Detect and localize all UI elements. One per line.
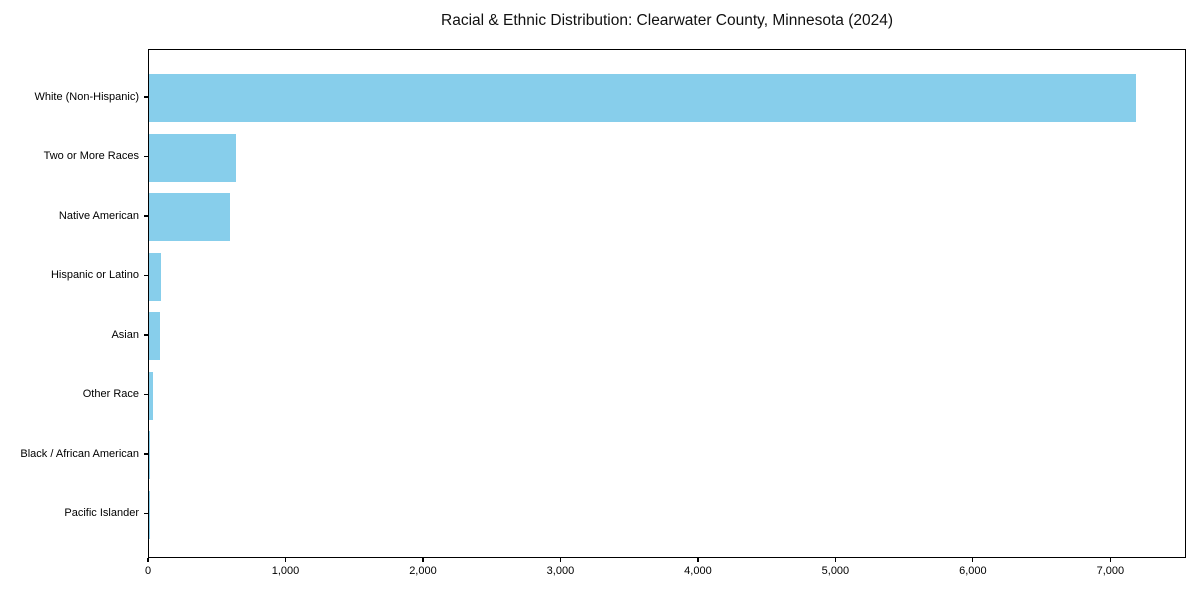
- y-tick-label-native-american: Native American: [58, 209, 139, 222]
- x-tick-label-4000: 4,000: [684, 565, 712, 577]
- y-tick-mark: [144, 334, 148, 336]
- bar-black-african-american: [149, 431, 150, 479]
- x-tick-mark: [284, 558, 287, 562]
- y-tick-label-other-race: Other Race: [82, 388, 139, 400]
- x-tick-mark: [1109, 558, 1111, 562]
- x-tick-label-7000: 7,000: [1096, 565, 1125, 577]
- y-tick-label-asian: Asian: [111, 328, 139, 341]
- y-tick-mark: [144, 155, 148, 158]
- x-tick-label-5000: 5,000: [821, 565, 850, 577]
- y-tick-mark: [144, 96, 148, 98]
- bar-two-or-more-races: [149, 133, 236, 182]
- x-tick-mark: [697, 558, 699, 562]
- y-tick-label-hispanic-or-latino: Hispanic or Latino: [50, 269, 139, 281]
- x-tick-label-2000: 2,000: [409, 565, 437, 577]
- x-tick-label-0: 0: [144, 565, 152, 577]
- y-tick-label-black-african-american: Black / African American: [20, 447, 139, 460]
- chart-title: Racial & Ethnic Distribution: Clearwater…: [441, 12, 893, 29]
- bar-native-american: [149, 193, 231, 241]
- x-tick-mark: [834, 558, 836, 562]
- y-tick-label-two-or-more-races: Two or More Races: [43, 150, 139, 162]
- bar-asian: [149, 312, 161, 360]
- bar-other-race: [149, 371, 154, 420]
- bar-hispanic-or-latino: [149, 252, 162, 301]
- y-tick-mark: [144, 274, 148, 277]
- y-tick-label-pacific-islander: Pacific Islander: [64, 507, 139, 519]
- x-tick-label-6000: 6,000: [959, 565, 987, 577]
- x-tick-mark: [422, 558, 424, 562]
- y-tick-mark: [144, 393, 148, 396]
- y-tick-label-white-non-hispanic: White (Non-Hispanic): [34, 90, 139, 103]
- plot-area: [148, 49, 1186, 558]
- x-tick-mark: [972, 558, 974, 562]
- bar-white-non-hispanic: [149, 74, 1137, 122]
- x-tick-label-1000: 1,000: [271, 565, 300, 577]
- y-tick-mark: [144, 453, 148, 455]
- y-tick-mark: [144, 512, 148, 515]
- y-tick-mark: [144, 215, 148, 217]
- x-tick-mark: [559, 558, 562, 562]
- x-tick-label-3000: 3,000: [546, 565, 575, 577]
- x-tick-mark: [147, 558, 149, 562]
